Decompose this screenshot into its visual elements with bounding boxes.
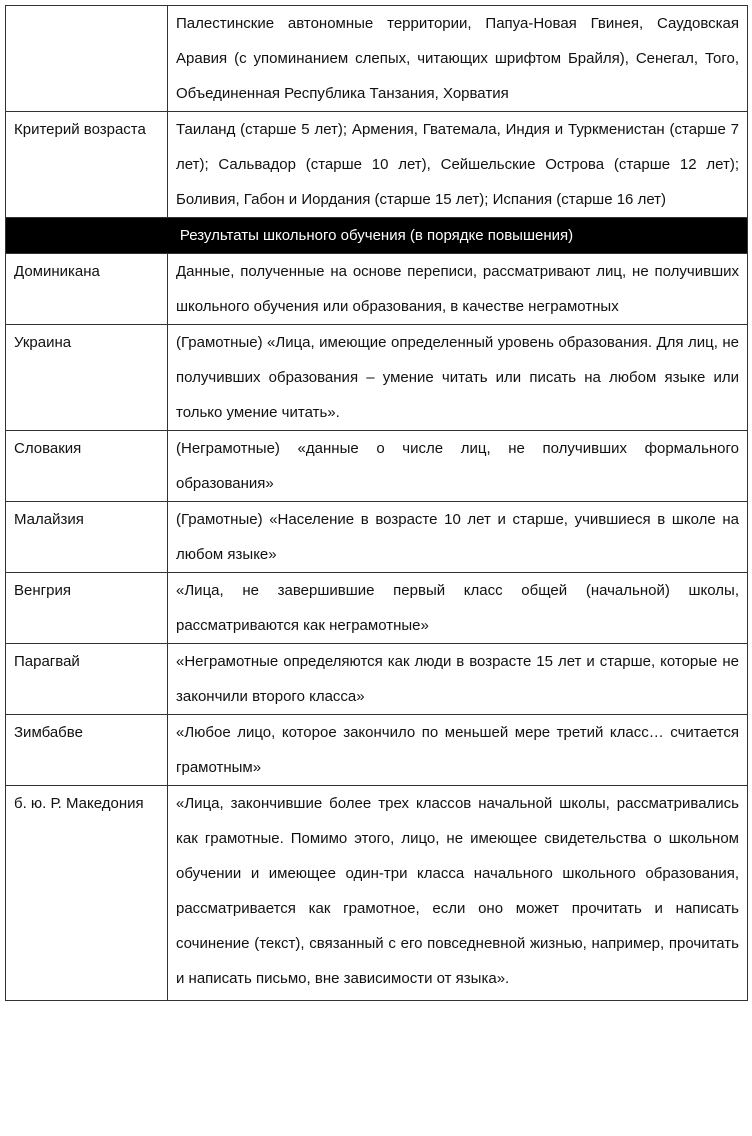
table-row: Палестинские автономные территории, Папу… bbox=[5, 5, 748, 112]
table-row: Венгрия «Лица, не завершившие первый кла… bbox=[5, 572, 748, 644]
table-row: Критерий возраста Таиланд (старше 5 лет)… bbox=[5, 111, 748, 218]
row-text: Палестинские автономные территории, Папу… bbox=[167, 5, 748, 112]
table-row: Зимбабве «Любое лицо, которое закончило … bbox=[5, 714, 748, 786]
row-label: Украина bbox=[5, 324, 168, 431]
row-text: (Грамотные) «Лица, имеющие определенный … bbox=[167, 324, 748, 431]
row-text: «Лица, не завершившие первый класс общей… bbox=[167, 572, 748, 644]
row-label: Венгрия bbox=[5, 572, 168, 644]
section-header-row: Результаты школьного обучения (в порядке… bbox=[5, 217, 748, 254]
literacy-criteria-table: Палестинские автономные территории, Папу… bbox=[5, 5, 748, 1001]
row-label: Зимбабве bbox=[5, 714, 168, 786]
row-label: Парагвай bbox=[5, 643, 168, 715]
row-text: «Любое лицо, которое закончило по меньше… bbox=[167, 714, 748, 786]
row-text: Таиланд (старше 5 лет); Армения, Гватема… bbox=[167, 111, 748, 218]
row-text: «Неграмотные определяются как люди в воз… bbox=[167, 643, 748, 715]
table-row: б. ю. Р. Македония «Лица, закончившие бо… bbox=[5, 785, 748, 1001]
row-label bbox=[5, 5, 168, 112]
row-label: Критерий возраста bbox=[5, 111, 168, 218]
row-text: (Грамотные) «Население в возрасте 10 лет… bbox=[167, 501, 748, 573]
table-row: Украина (Грамотные) «Лица, имеющие опред… bbox=[5, 324, 748, 431]
row-label: Малайзия bbox=[5, 501, 168, 573]
table-row: Малайзия (Грамотные) «Население в возрас… bbox=[5, 501, 748, 573]
row-text: «Лица, закончившие более трех классов на… bbox=[167, 785, 748, 1001]
row-label: Словакия bbox=[5, 430, 168, 502]
row-text: (Неграмотные) «данные о числе лиц, не по… bbox=[167, 430, 748, 502]
table-row: Доминикана Данные, полученные на основе … bbox=[5, 253, 748, 325]
table-row: Парагвай «Неграмотные определяются как л… bbox=[5, 643, 748, 715]
row-text: Данные, полученные на основе переписи, р… bbox=[167, 253, 748, 325]
row-label: б. ю. Р. Македония bbox=[5, 785, 168, 1001]
table-row: Словакия (Неграмотные) «данные о числе л… bbox=[5, 430, 748, 502]
section-header: Результаты школьного обучения (в порядке… bbox=[5, 217, 748, 254]
row-label: Доминикана bbox=[5, 253, 168, 325]
